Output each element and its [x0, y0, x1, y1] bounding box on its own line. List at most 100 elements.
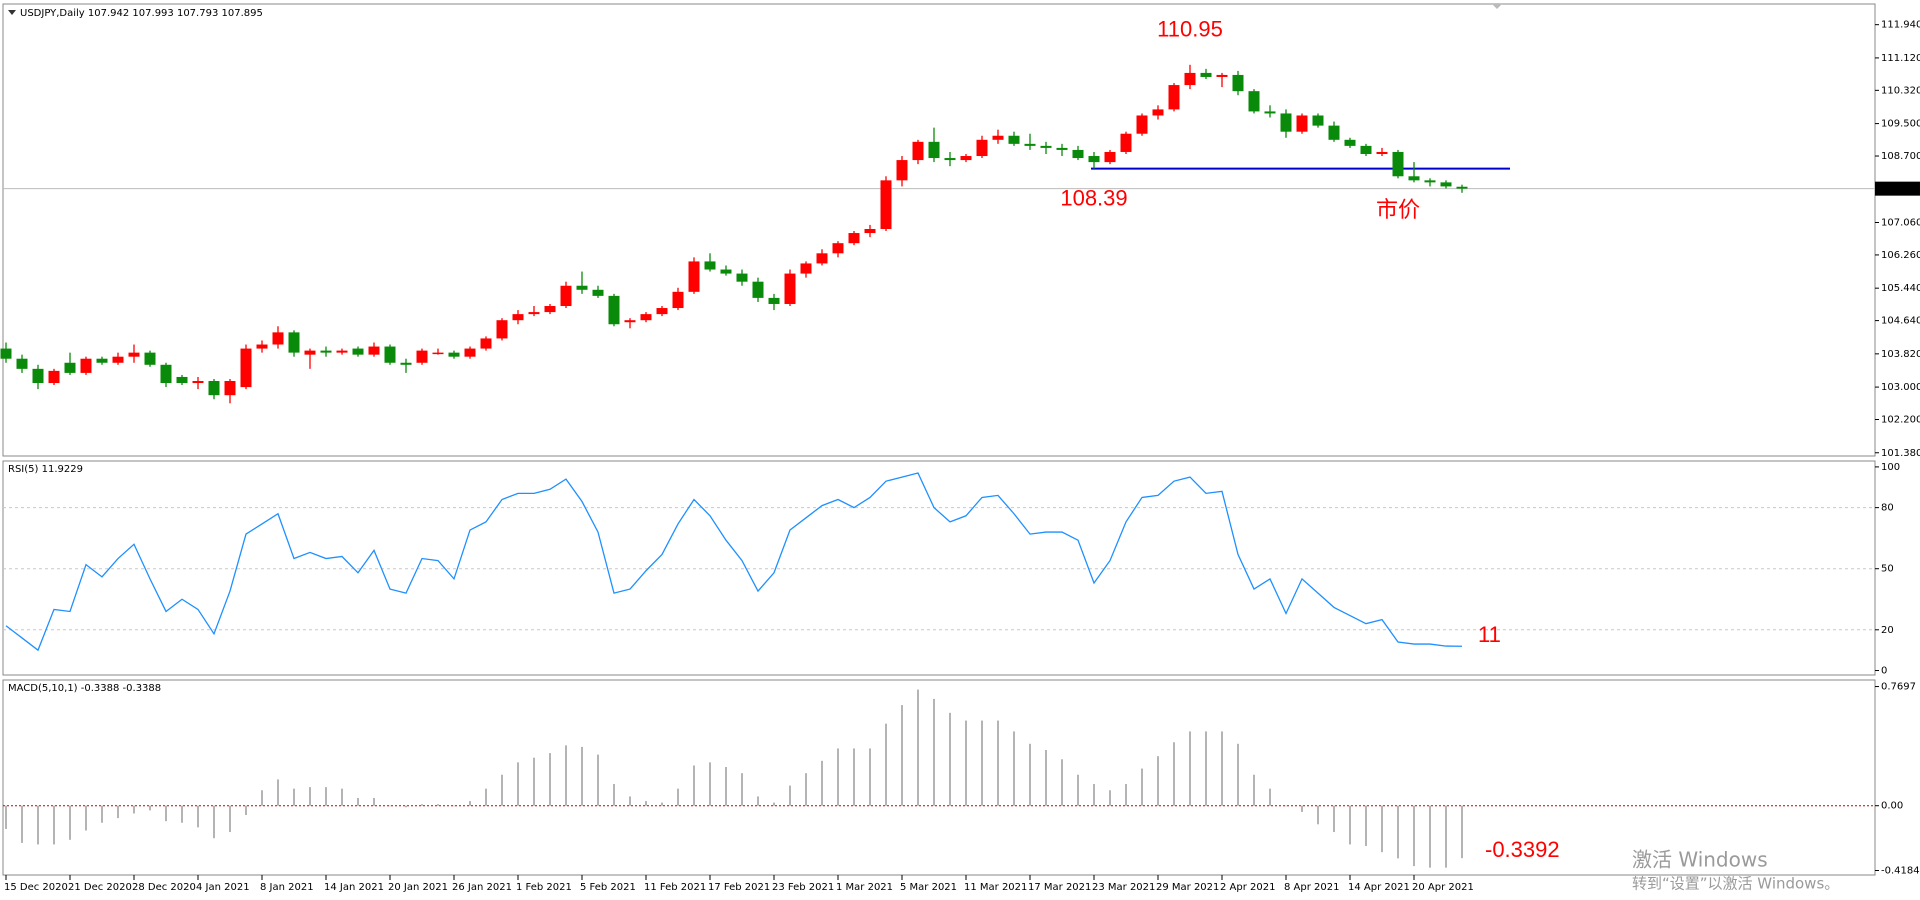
candle-body [416, 350, 428, 363]
macd-bar [677, 788, 679, 806]
candle-body [1136, 115, 1148, 134]
y-tick-label: 111.940 [1881, 20, 1920, 31]
y-tick-label: 107.060 [1881, 218, 1920, 229]
x-tick-label: 26 Jan 2021 [452, 882, 512, 893]
macd-bar [1077, 774, 1079, 806]
candle-body [1328, 125, 1340, 140]
macd-bar [1429, 805, 1431, 868]
candle-body [320, 350, 332, 353]
candle-body [624, 320, 636, 323]
x-tick-label: 15 Dec 2020 [4, 882, 68, 893]
macd-bar [821, 760, 823, 806]
macd-bar [133, 805, 135, 814]
macd-bar [1269, 788, 1271, 806]
x-tick-label: 2 Apr 2021 [1220, 882, 1275, 893]
candle-body [240, 348, 252, 388]
macd-bar [613, 784, 615, 806]
macd-bar [405, 805, 407, 808]
macd-bar [1381, 805, 1383, 853]
candle-body [1184, 72, 1196, 86]
y-tick-label: 0 [1881, 666, 1887, 677]
macd-bar [469, 801, 471, 806]
peak-label: 110.95 [1157, 17, 1223, 42]
candle-body [448, 352, 460, 357]
candle-body [96, 358, 108, 363]
candle-body [480, 338, 492, 349]
candle-body [832, 243, 844, 254]
candle-body [1168, 85, 1180, 110]
macd-bar [309, 787, 311, 806]
candle-body [1248, 91, 1260, 112]
macd-bar [117, 805, 119, 819]
macd-bar [517, 762, 519, 806]
x-tick-label: 29 Mar 2021 [1156, 882, 1219, 893]
candle-body [864, 228, 876, 234]
macd-bar [1109, 790, 1111, 806]
level-label: 108.39 [1060, 185, 1127, 210]
candle-body [848, 233, 860, 244]
price-title: USDJPY,Daily 107.942 107.993 107.793 107… [20, 8, 263, 19]
candle-body [304, 350, 316, 355]
macd-panel [2, 679, 1876, 876]
candle-body [1296, 115, 1308, 132]
macd-bar [485, 788, 487, 806]
candle-body [336, 350, 348, 353]
macd-bar [533, 757, 535, 806]
macd-bar [1397, 805, 1399, 859]
y-tick-label: -0.4184 [1881, 865, 1920, 876]
rsi-line [5, 472, 1463, 652]
macd-bar [53, 805, 55, 845]
candle-body [368, 346, 380, 355]
macd-bar [21, 805, 23, 843]
watermark: 激活 Windows [1632, 848, 1768, 872]
candle-body [768, 297, 780, 304]
candle-body [496, 320, 508, 339]
candle-body [400, 362, 412, 365]
candle-body [1456, 186, 1468, 189]
x-tick-label: 8 Apr 2021 [1284, 882, 1339, 893]
x-tick-label: 4 Jan 2021 [196, 882, 250, 893]
macd-bar [101, 805, 103, 823]
macd-bar [453, 805, 455, 807]
scroll-marker [1492, 4, 1502, 9]
candle-body [288, 332, 300, 353]
candle-body [48, 370, 60, 384]
candle-body [944, 158, 956, 161]
y-tick-label: 101.380 [1881, 448, 1920, 459]
macd-bar [437, 804, 439, 806]
macd-bar [1365, 805, 1367, 846]
candle-body [752, 281, 764, 298]
candle-body [512, 314, 524, 321]
x-tick-label: 23 Feb 2021 [772, 882, 834, 893]
y-tick-label: 111.120 [1881, 53, 1920, 64]
y-tick-label: 50 [1881, 564, 1894, 575]
macd-bar [933, 698, 935, 806]
candle-body [224, 381, 236, 396]
candle-body [896, 160, 908, 181]
candle-body [672, 291, 684, 309]
candle-body [352, 348, 364, 355]
macd-bar [565, 745, 567, 806]
macd-bar [245, 805, 247, 816]
candle-body [880, 180, 892, 229]
macd-bar [1461, 805, 1463, 859]
macd-bar [1221, 731, 1223, 806]
candle-body [736, 273, 748, 282]
candle-body [80, 358, 92, 373]
macd-note: -0.3392 [1485, 837, 1560, 862]
candle-body [1360, 145, 1372, 154]
candle-body [1312, 115, 1324, 126]
candle-body [1408, 176, 1420, 181]
macd-bar [5, 805, 7, 829]
x-tick-label: 20 Jan 2021 [388, 882, 448, 893]
candle-body [544, 306, 556, 313]
macd-bar [1317, 805, 1319, 825]
candle-body [704, 261, 716, 270]
macd-bar [1141, 768, 1143, 806]
macd-bar [1157, 756, 1159, 806]
macd-bar [181, 805, 183, 823]
macd-bar [661, 802, 663, 806]
y-tick-label: 100 [1881, 462, 1900, 473]
candle-body [1104, 151, 1116, 163]
